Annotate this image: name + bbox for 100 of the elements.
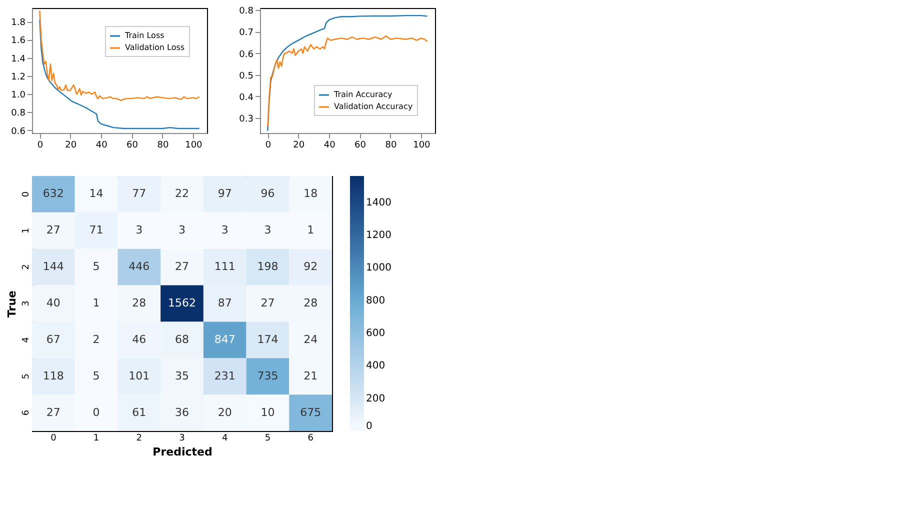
data-label: 40	[46, 296, 60, 310]
y-tick-label: 1.6	[11, 36, 26, 46]
color-bar-label: 400	[366, 360, 386, 372]
data-label: 632	[42, 187, 64, 200]
data-label: 24	[304, 332, 318, 346]
color-bar-label: 800	[366, 295, 386, 306]
data-label: 735	[257, 369, 278, 382]
x-tick-label: 0	[265, 140, 272, 150]
data-label: 97	[218, 187, 232, 200]
data-label: 3	[136, 224, 143, 237]
legend-label: Validation Loss	[125, 43, 185, 52]
x-tick-label: 80	[157, 140, 169, 150]
data-label: 68	[175, 332, 189, 346]
x-tick-label: 1	[93, 434, 100, 444]
line-series	[39, 10, 200, 101]
x-tick-label: 80	[385, 140, 397, 150]
x-tick-label: 60	[354, 140, 366, 150]
y-tick-label: 5	[22, 373, 32, 380]
x-tick-label: 3	[179, 434, 185, 444]
data-label: 10	[260, 406, 275, 419]
x-tick-label: 0	[37, 140, 44, 150]
data-label: 87	[218, 296, 232, 310]
data-label: 5	[92, 369, 100, 382]
y-tick-label: 3	[22, 300, 32, 306]
x-tick-label: 40	[324, 140, 336, 150]
data-label: 27	[175, 260, 189, 274]
line-series	[267, 35, 428, 128]
color-bar-label: 1200	[366, 230, 392, 242]
x-tick-label: 40	[96, 140, 108, 150]
data-label: 3	[264, 224, 272, 237]
data-label: 1562	[168, 296, 196, 310]
x-axis-title: Predicted	[152, 446, 212, 458]
data-label: 20	[218, 406, 232, 419]
data-label: 3	[221, 224, 228, 237]
y-tick-label: 0.4	[239, 92, 254, 103]
color-bar-label: 1400	[366, 197, 392, 208]
data-label: 21	[304, 369, 318, 382]
data-label: 198	[257, 260, 278, 274]
y-tick-label: 0.8	[11, 108, 26, 119]
y-tick-label: 6	[22, 410, 32, 416]
data-label: 27	[260, 296, 275, 310]
x-tick-label: 6	[308, 434, 314, 444]
data-label: 28	[304, 296, 318, 310]
y-axis-title: True	[6, 290, 18, 318]
data-label: 92	[304, 260, 318, 274]
data-label: 14	[89, 187, 104, 200]
y-tick-label: 4	[22, 336, 32, 343]
x-tick-label: 20	[65, 140, 77, 150]
data-label: 5	[92, 260, 100, 274]
color-bar-label: 600	[366, 328, 386, 340]
data-label: 35	[175, 369, 189, 382]
data-label: 118	[42, 369, 64, 382]
x-tick-label: 100	[413, 140, 431, 150]
data-label: 28	[132, 296, 146, 310]
data-label: 36	[175, 406, 189, 419]
color-bar-label: 200	[366, 393, 386, 404]
data-label: 61	[132, 406, 146, 419]
data-label: 446	[128, 260, 150, 274]
y-tick-label: 0.7	[239, 28, 254, 38]
data-label: 111	[214, 260, 236, 274]
data-label: 101	[128, 369, 150, 382]
y-tick-label: 0.5	[239, 71, 254, 82]
x-tick-label: 60	[126, 140, 138, 150]
y-tick-label: 0.8	[239, 6, 254, 17]
data-label: 27	[46, 224, 60, 237]
data-label: 231	[214, 369, 236, 382]
data-label: 1	[307, 224, 314, 237]
y-tick-label: 1.4	[11, 54, 26, 64]
data-label: 174	[257, 332, 278, 346]
x-tick-label: 2	[136, 434, 142, 444]
data-label: 144	[42, 260, 64, 274]
y-tick-label: 0.6	[239, 50, 254, 60]
data-label: 1	[92, 296, 100, 310]
legend-label: Train Accuracy	[333, 90, 393, 99]
data-label: 675	[300, 406, 322, 419]
data-label: 71	[89, 224, 104, 237]
data-label: 67	[46, 332, 60, 346]
y-tick-label: 2	[22, 264, 32, 270]
y-tick-label: 1	[22, 228, 32, 234]
y-tick-label: 0.3	[239, 114, 254, 124]
y-tick-label: 1.8	[11, 18, 26, 28]
y-tick-label: 1.2	[11, 72, 26, 82]
y-tick-label: 0	[22, 191, 32, 198]
data-label: 847	[214, 332, 236, 346]
y-tick-label: 1.0	[11, 90, 26, 101]
data-label: 2	[92, 332, 100, 346]
data-label: 3	[178, 224, 186, 237]
legend-label: Train Loss	[124, 31, 164, 40]
legend-label: Validation Accuracy	[334, 102, 413, 111]
color-bar-label: 1000	[366, 262, 392, 274]
x-tick-label: 100	[185, 140, 203, 150]
data-label: 18	[304, 187, 318, 200]
data-label: 96	[260, 187, 275, 200]
x-tick-label: 5	[264, 434, 271, 444]
color-bar-label: 0	[366, 421, 372, 432]
y-tick-label: 0.6	[11, 126, 26, 137]
x-tick-label: 4	[222, 434, 228, 444]
data-label: 77	[132, 187, 146, 200]
x-tick-label: 0	[50, 434, 57, 444]
data-label: 22	[175, 187, 189, 200]
